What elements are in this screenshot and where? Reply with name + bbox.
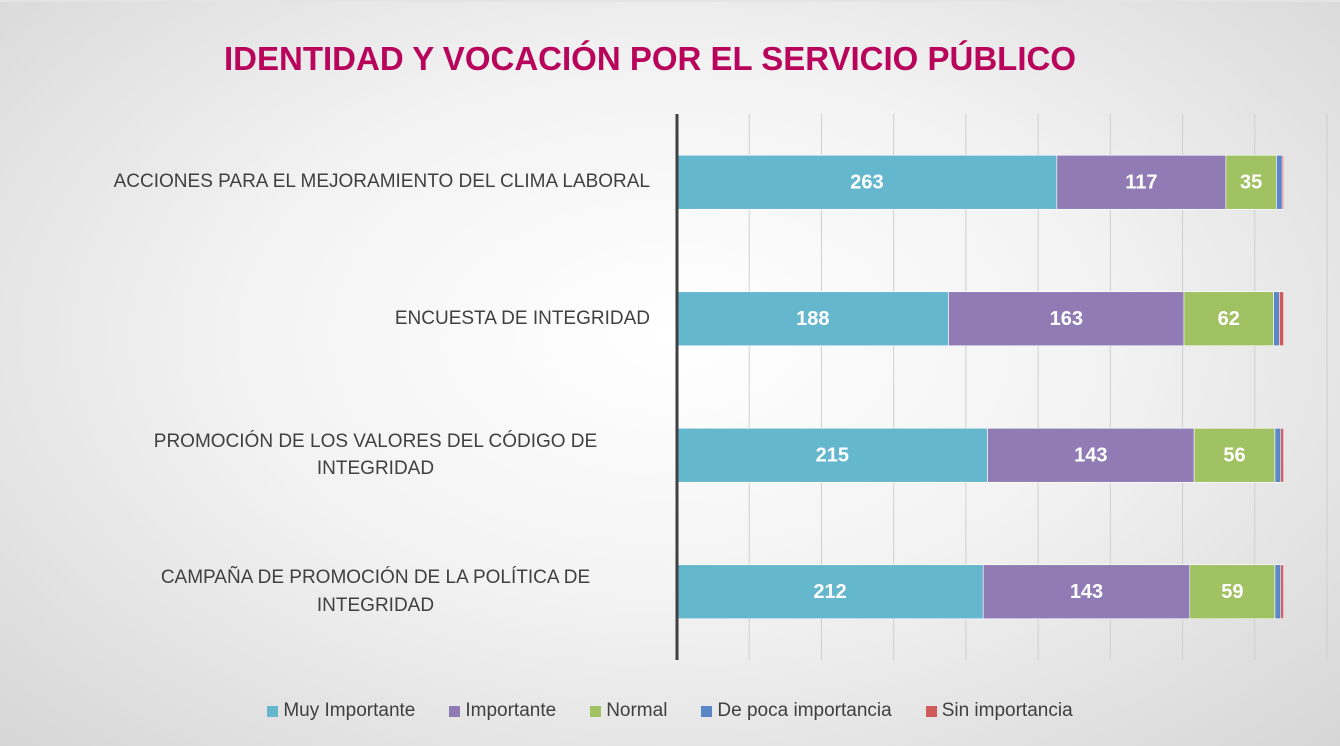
data-label: 263 xyxy=(850,172,883,194)
legend-label: Sin importancia xyxy=(941,700,1073,721)
category-text: PROMOCIÓN DE LOS VALORES DEL CÓDIGO DE I… xyxy=(153,430,598,480)
legend: Muy Importante Importante Normal De poca im… xyxy=(0,700,1340,722)
data-label: 35 xyxy=(1240,172,1262,194)
category-text: ENCUESTA DE INTEGRIDAD xyxy=(394,307,650,329)
legend-item: Sin importancia xyxy=(925,700,1073,722)
category-text: CAMPAÑA DE PROMOCIÓN DE LA POLÍTICA DE I… xyxy=(160,567,591,616)
category-text: ACCIONES PARA EL MEJORAMIENTO DEL CLIMA … xyxy=(113,171,650,193)
category-label: ACCIONES PARA EL MEJORAMIENTO DEL CLIMA … xyxy=(10,142,650,222)
legend-swatch xyxy=(267,705,279,717)
data-label: 143 xyxy=(1070,581,1103,603)
data-label: 59 xyxy=(1221,581,1243,603)
data-label: 212 xyxy=(813,581,846,603)
chart-title: IDENTIDAD Y VOCACIÓN POR EL SERVICIO PÚB… xyxy=(223,40,1077,77)
bar-segment xyxy=(1280,564,1284,620)
data-label: 117 xyxy=(1125,172,1157,194)
bar-segment xyxy=(1225,154,1277,210)
legend-label: De poca importancia xyxy=(717,700,892,721)
bar-segment xyxy=(1274,564,1282,620)
legend-label: Muy Importante xyxy=(283,700,416,721)
bar-segment xyxy=(982,564,1191,620)
bar-segment xyxy=(1281,154,1284,210)
data-label: 188 xyxy=(796,308,829,330)
data-label: 62 xyxy=(1218,308,1240,330)
legend-item: Importante xyxy=(449,700,556,722)
bar-segment xyxy=(1276,154,1283,210)
legend-swatch xyxy=(590,705,602,717)
legend-swatch xyxy=(449,705,461,717)
legend-swatch xyxy=(925,705,937,717)
bar-segment xyxy=(987,427,1195,483)
bar-segment xyxy=(1183,291,1274,347)
bar-segment xyxy=(676,427,988,483)
bar-segment xyxy=(1279,291,1284,347)
category-label: ENCUESTA DE INTEGRIDAD xyxy=(10,279,650,359)
legend-label: Importante xyxy=(465,700,557,721)
bar-segment xyxy=(1193,427,1276,483)
category-label: PROMOCIÓN DE LOS VALORES DEL CÓDIGO DE I… xyxy=(10,415,650,495)
bar-segment xyxy=(1056,154,1227,210)
data-label: 56 xyxy=(1223,445,1245,467)
legend-item: Normal xyxy=(590,700,667,722)
bar-segment xyxy=(676,291,949,347)
category-label: CAMPAÑA DE PROMOCIÓN DE LA POLÍTICA DE I… xyxy=(10,552,650,632)
bar-segment xyxy=(1189,564,1276,620)
data-label: 163 xyxy=(1050,308,1083,330)
data-label: 143 xyxy=(1074,445,1107,467)
bar-segment xyxy=(1273,291,1280,347)
bar-segment xyxy=(676,154,1058,210)
legend-item: Muy Importante xyxy=(267,700,415,722)
legend-label: Normal xyxy=(606,700,668,721)
bar-segment xyxy=(948,291,1185,347)
legend-item: De poca importancia xyxy=(701,700,892,722)
legend-swatch xyxy=(701,705,713,717)
bar-segment xyxy=(1274,427,1282,483)
bar-segment xyxy=(1280,427,1284,483)
bar-segment xyxy=(676,564,984,620)
data-label: 215 xyxy=(816,445,849,467)
